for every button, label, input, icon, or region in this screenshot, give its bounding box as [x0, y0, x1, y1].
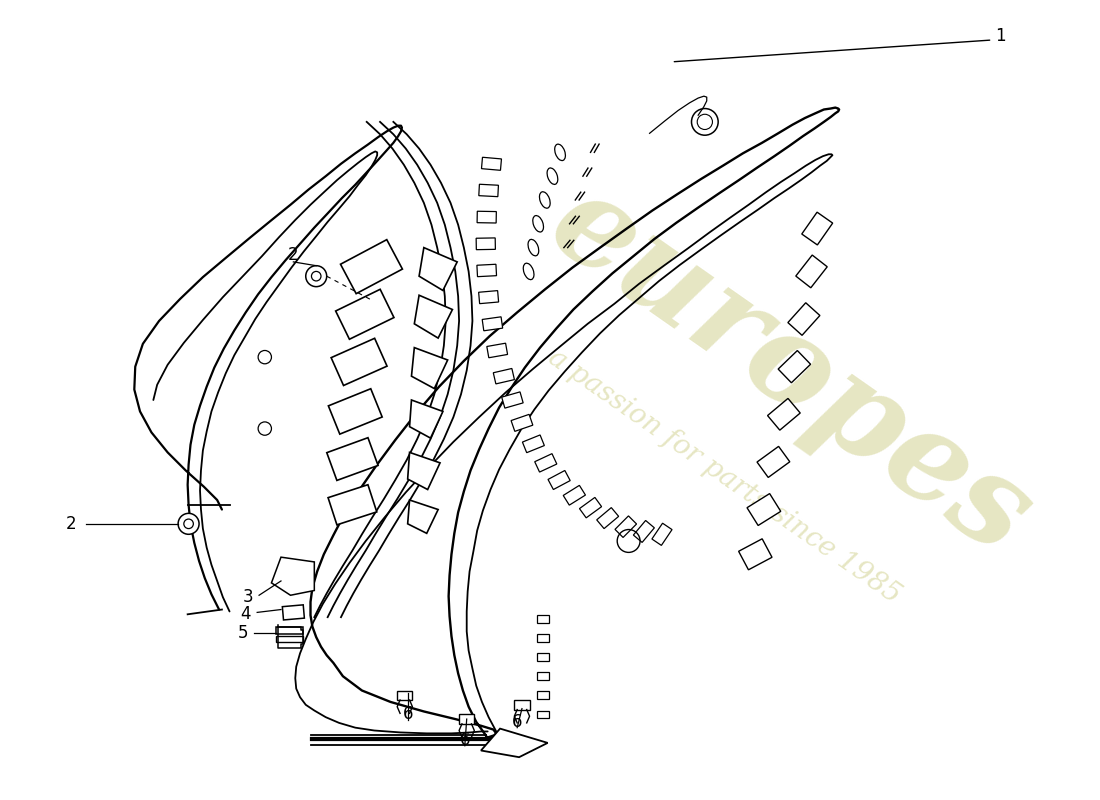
Bar	[276, 626, 303, 634]
Bar	[336, 290, 394, 339]
Bar	[482, 317, 503, 330]
Bar	[537, 634, 549, 642]
Bar	[634, 521, 654, 542]
Bar	[512, 414, 532, 431]
Text: 6: 6	[403, 706, 412, 723]
Polygon shape	[408, 500, 438, 534]
Bar	[738, 538, 772, 570]
Bar	[477, 264, 496, 277]
Bar	[652, 523, 672, 546]
Text: 5: 5	[238, 624, 249, 642]
Bar	[563, 486, 585, 505]
Text: 3: 3	[242, 588, 253, 606]
Bar	[459, 714, 474, 724]
Bar	[476, 238, 495, 250]
Bar	[778, 350, 811, 382]
Bar	[482, 158, 502, 170]
Text: a passion for parts since 1985: a passion for parts since 1985	[542, 344, 905, 609]
Bar	[515, 700, 529, 710]
Bar	[397, 690, 412, 700]
Bar	[328, 485, 377, 525]
Bar	[537, 691, 549, 699]
Bar	[537, 710, 549, 718]
Bar	[596, 508, 618, 529]
Polygon shape	[272, 557, 315, 595]
Bar	[537, 615, 549, 623]
Polygon shape	[415, 295, 452, 338]
Bar	[580, 498, 602, 518]
Bar	[341, 240, 403, 294]
Bar	[795, 255, 827, 288]
Text: 6: 6	[460, 731, 470, 749]
Bar	[487, 343, 507, 358]
Bar	[615, 516, 637, 538]
Polygon shape	[408, 452, 440, 490]
Polygon shape	[411, 348, 448, 389]
Bar	[276, 636, 303, 642]
Polygon shape	[419, 248, 458, 290]
Bar	[331, 338, 387, 386]
Circle shape	[306, 266, 327, 286]
Bar	[788, 302, 820, 335]
Bar	[327, 438, 378, 481]
Bar	[548, 470, 570, 490]
Text: 2: 2	[66, 515, 77, 533]
Bar	[283, 605, 305, 620]
Bar	[493, 369, 515, 384]
Bar	[477, 211, 496, 223]
Bar	[329, 389, 382, 434]
Circle shape	[311, 271, 321, 281]
Bar	[478, 290, 498, 304]
Text: 4: 4	[241, 606, 251, 623]
Bar	[502, 392, 524, 408]
Polygon shape	[409, 400, 443, 438]
Bar	[747, 494, 781, 526]
Polygon shape	[481, 729, 548, 757]
Bar	[478, 184, 498, 197]
Bar	[522, 435, 544, 453]
Text: 2: 2	[288, 246, 299, 264]
Text: europes: europes	[528, 162, 1054, 581]
Text: 6: 6	[512, 713, 522, 731]
Circle shape	[178, 514, 199, 534]
Bar	[757, 446, 790, 478]
Bar	[802, 212, 833, 245]
Bar	[768, 398, 800, 430]
Bar	[537, 673, 549, 680]
Text: 1: 1	[994, 27, 1005, 45]
Circle shape	[184, 519, 194, 529]
Bar	[535, 454, 557, 472]
Bar	[537, 654, 549, 661]
